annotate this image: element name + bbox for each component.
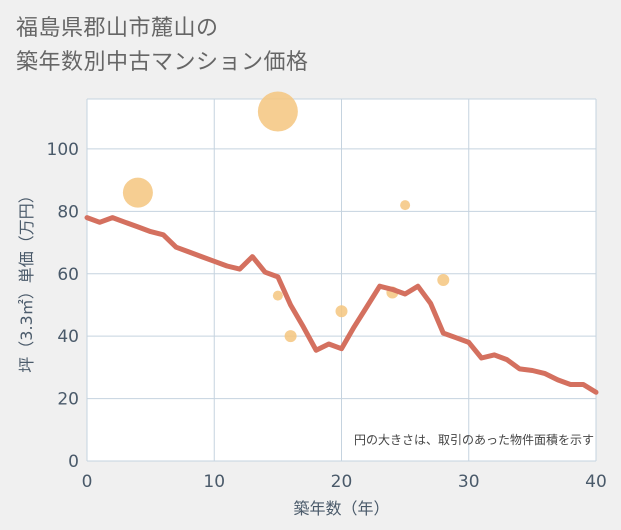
bubble-layer: [122, 91, 450, 343]
bubble-point: [437, 274, 450, 286]
y-tick-label: 40: [57, 327, 79, 347]
bubble-size-note: 円の大きさは、取引のあった物件面積を示す: [354, 432, 594, 447]
bubble-point: [284, 330, 297, 343]
x-tick-label: 40: [585, 472, 607, 492]
chart-title-line-2: 築年数別中古マンション価格: [16, 50, 309, 75]
bubble-point: [335, 305, 348, 318]
bubble-point: [272, 290, 283, 301]
y-tick-label: 80: [57, 202, 79, 222]
bubble-point: [122, 177, 153, 208]
y-tick-label: 60: [57, 265, 79, 285]
bubble-point: [400, 200, 411, 211]
x-tick-label: 20: [331, 472, 353, 492]
y-tick-labels: 0 20 40 60 80 100: [47, 140, 79, 472]
average-price-line: [84, 215, 599, 395]
x-tick-labels: 0 10 20 30 40: [82, 472, 607, 492]
chart-title: 福島県郡山市麓山の 築年数別中古マンション価格: [16, 12, 309, 80]
grid-lines: [86, 98, 597, 462]
x-tick-label: 30: [458, 472, 480, 492]
x-tick-label: 0: [82, 472, 93, 492]
y-tick-label: 100: [47, 140, 79, 160]
x-tick-label: 10: [203, 472, 225, 492]
y-tick-label: 0: [68, 452, 79, 472]
x-axis-label: 築年数（年）: [293, 499, 389, 518]
y-tick-label: 20: [57, 390, 79, 410]
y-axis-label: 坪（3.3㎡）単価（万円）: [17, 187, 36, 372]
chart-title-line-1: 福島県郡山市麓山の: [16, 16, 219, 41]
bubble-point: [257, 91, 298, 132]
